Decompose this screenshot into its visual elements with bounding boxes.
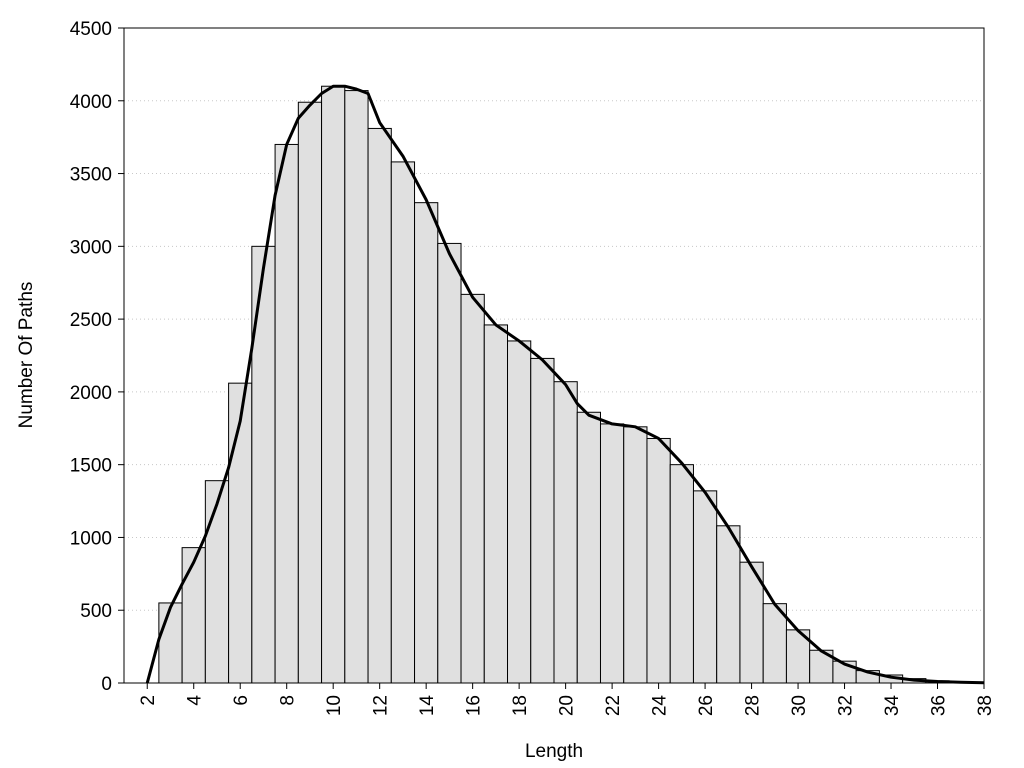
- x-tick-label: 16: [464, 695, 485, 716]
- x-tick-label: 36: [929, 695, 950, 716]
- bar: [669, 464, 694, 684]
- x-tick-label: 6: [231, 695, 252, 706]
- x-tick-label: 10: [324, 695, 345, 716]
- plot-frame: [123, 27, 985, 684]
- bar: [181, 547, 206, 684]
- bar: [460, 293, 485, 684]
- x-tick-label: 2: [138, 695, 159, 706]
- y-tick-label: 2000: [70, 383, 112, 404]
- x-tick-label: 32: [836, 695, 857, 716]
- bar: [599, 423, 625, 684]
- x-tick-label: 20: [557, 695, 578, 716]
- x-tick-label: 12: [371, 695, 392, 716]
- y-tick-label: 2500: [70, 310, 112, 331]
- bar: [204, 480, 230, 684]
- bar: [553, 381, 578, 684]
- y-tick-label: 500: [80, 601, 112, 622]
- x-tick-label: 28: [743, 695, 764, 716]
- x-tick-label: 30: [789, 695, 810, 716]
- x-tick-label: 24: [650, 695, 671, 717]
- y-tick-label: 1500: [70, 456, 112, 477]
- x-tick-label: 8: [278, 695, 299, 706]
- bar: [623, 426, 648, 684]
- bar: [530, 357, 555, 684]
- bar: [646, 437, 671, 684]
- bar: [390, 161, 416, 684]
- bar: [228, 382, 253, 684]
- bar: [483, 324, 509, 684]
- x-axis-label: Length: [525, 741, 583, 762]
- density-line: [145, 84, 985, 685]
- bar: [692, 490, 718, 684]
- bar: [367, 127, 392, 684]
- x-tick-label: 26: [696, 695, 717, 716]
- bar: [437, 242, 462, 684]
- bar: [716, 525, 741, 684]
- y-tick-label: 3500: [70, 165, 112, 186]
- bar: [158, 602, 183, 684]
- y-tick-label: 4500: [70, 19, 112, 40]
- bar: [297, 101, 323, 684]
- bar: [344, 90, 369, 684]
- bar: [321, 85, 346, 684]
- bar: [507, 340, 532, 684]
- x-tick-label: 34: [882, 695, 903, 717]
- x-tick-label: 38: [975, 695, 996, 716]
- bar: [576, 411, 601, 684]
- x-tick-label: 18: [510, 695, 531, 716]
- x-tick-label: 4: [185, 695, 206, 706]
- bar: [274, 143, 299, 684]
- bar: [414, 202, 439, 684]
- y-tick-label: 1000: [70, 528, 112, 549]
- y-tick-label: 3000: [70, 237, 112, 258]
- y-tick-label: 4000: [70, 92, 112, 113]
- y-axis-label: Number Of Paths: [16, 282, 37, 429]
- bar: [251, 245, 276, 684]
- x-tick-label: 14: [417, 695, 438, 717]
- y-tick-label: 0: [101, 674, 112, 695]
- x-tick-label: 22: [603, 695, 624, 716]
